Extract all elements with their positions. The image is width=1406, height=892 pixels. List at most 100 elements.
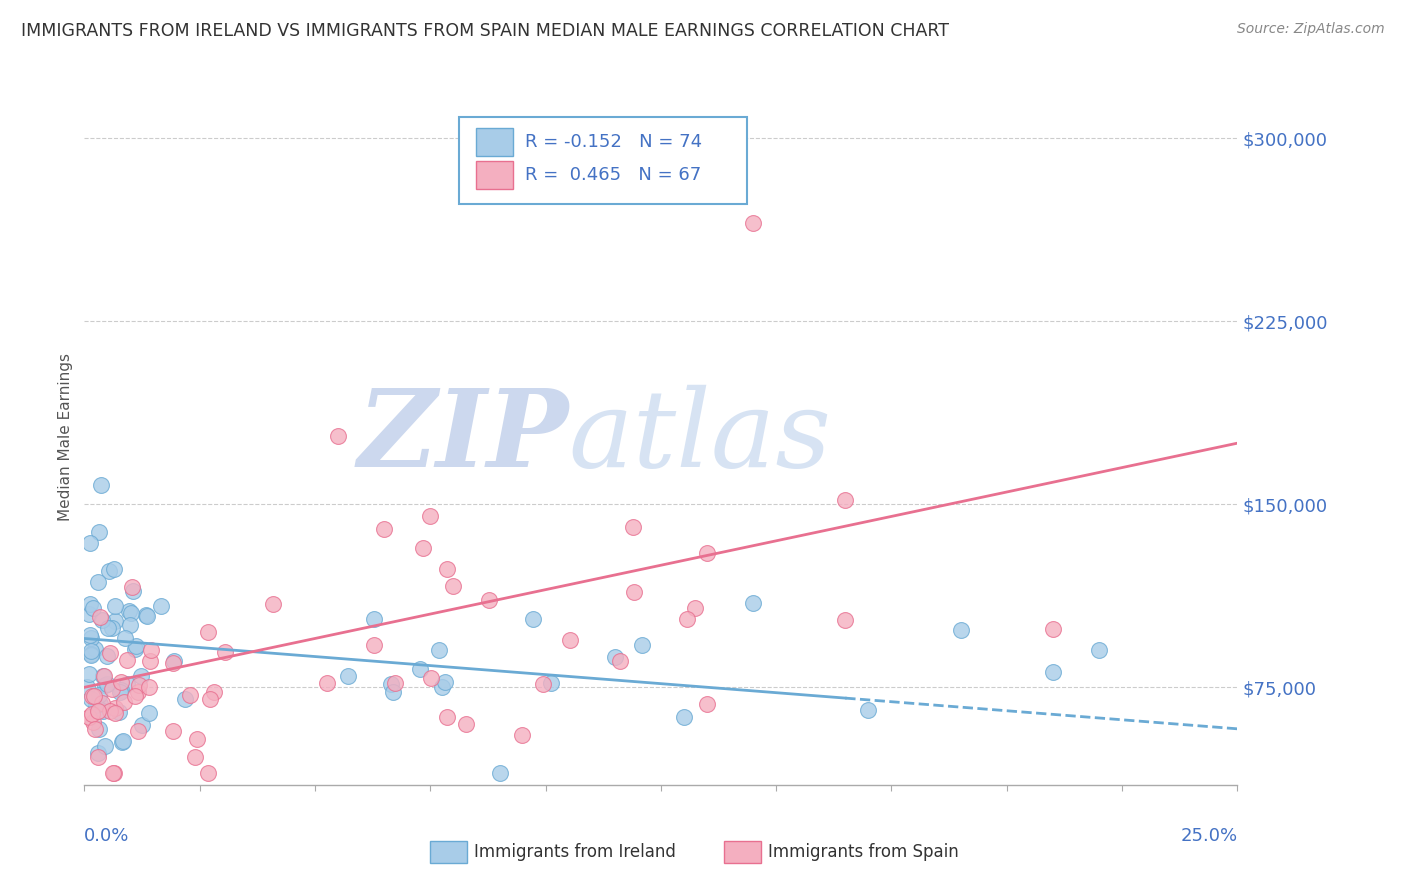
Point [685, 601, 707, 615]
Point [87, 574, 110, 589]
Point [90, 477, 112, 491]
Point [316, 676, 339, 690]
Point [80, 631, 103, 645]
Point [454, 716, 477, 731]
Point [82, 715, 104, 730]
FancyBboxPatch shape [460, 117, 748, 204]
Point [1042, 665, 1064, 679]
Text: 0.0%: 0.0% [84, 827, 129, 845]
Point [125, 639, 148, 653]
Point [436, 562, 458, 576]
Point [89, 698, 111, 712]
FancyBboxPatch shape [477, 128, 513, 156]
Point [672, 710, 695, 724]
Point [121, 580, 143, 594]
Point [118, 618, 141, 632]
Point [122, 584, 145, 599]
Point [621, 520, 644, 534]
Point [558, 633, 581, 648]
Point [603, 650, 626, 665]
Text: ZIP: ZIP [357, 384, 568, 490]
Point [141, 643, 163, 657]
Point [197, 765, 219, 780]
Text: Source: ZipAtlas.com: Source: ZipAtlas.com [1237, 22, 1385, 37]
Point [98, 704, 121, 718]
Point [91, 704, 114, 718]
Point [489, 765, 512, 780]
Point [110, 734, 132, 748]
Point [696, 545, 718, 559]
Point [98, 564, 121, 578]
Point [742, 596, 765, 610]
Point [129, 669, 152, 683]
Point [696, 697, 718, 711]
Point [77, 710, 100, 724]
Point [408, 662, 430, 676]
Point [127, 723, 149, 738]
Point [131, 717, 153, 731]
Point [93, 739, 115, 754]
Point [138, 654, 160, 668]
Point [103, 765, 125, 780]
Point [478, 592, 501, 607]
Point [138, 680, 160, 694]
Point [96, 649, 118, 664]
FancyBboxPatch shape [430, 840, 467, 863]
Point [200, 692, 222, 706]
Text: R = -0.152   N = 74: R = -0.152 N = 74 [524, 133, 702, 151]
Point [83, 689, 105, 703]
Point [522, 612, 544, 626]
Point [104, 599, 127, 613]
Point [79, 628, 101, 642]
Point [363, 638, 385, 652]
Point [93, 668, 115, 682]
Point [609, 654, 631, 668]
Point [149, 599, 172, 613]
Point [197, 624, 219, 639]
Point [384, 675, 406, 690]
Point [214, 645, 236, 659]
Point [326, 429, 349, 443]
Point [186, 732, 208, 747]
Point [117, 677, 139, 691]
Point [89, 610, 111, 624]
Point [118, 604, 141, 618]
Point [262, 597, 284, 611]
Point [90, 696, 112, 710]
Point [202, 685, 225, 699]
Text: R =  0.465   N = 67: R = 0.465 N = 67 [524, 166, 702, 184]
Point [91, 669, 114, 683]
Point [112, 733, 135, 747]
Point [179, 688, 201, 702]
Text: atlas: atlas [568, 384, 831, 490]
Point [84, 698, 107, 712]
Point [104, 614, 127, 628]
Text: Immigrants from Spain: Immigrants from Spain [768, 843, 959, 861]
Text: Immigrants from Ireland: Immigrants from Ireland [474, 843, 676, 861]
Point [380, 677, 402, 691]
Point [104, 700, 127, 714]
Point [110, 674, 132, 689]
Point [79, 597, 101, 611]
Point [79, 647, 101, 661]
Point [100, 621, 122, 635]
Point [676, 611, 699, 625]
Point [98, 646, 121, 660]
Point [79, 644, 101, 658]
Point [110, 682, 132, 697]
Point [104, 706, 127, 720]
Point [84, 642, 107, 657]
Point [80, 692, 103, 706]
Point [742, 217, 765, 231]
Point [949, 623, 972, 637]
Point [373, 522, 395, 536]
Point [89, 722, 111, 736]
Point [858, 703, 880, 717]
Point [1088, 643, 1111, 657]
Point [101, 682, 124, 697]
Point [114, 632, 136, 646]
Point [337, 669, 360, 683]
Point [82, 600, 104, 615]
Point [441, 579, 464, 593]
Point [631, 638, 654, 652]
